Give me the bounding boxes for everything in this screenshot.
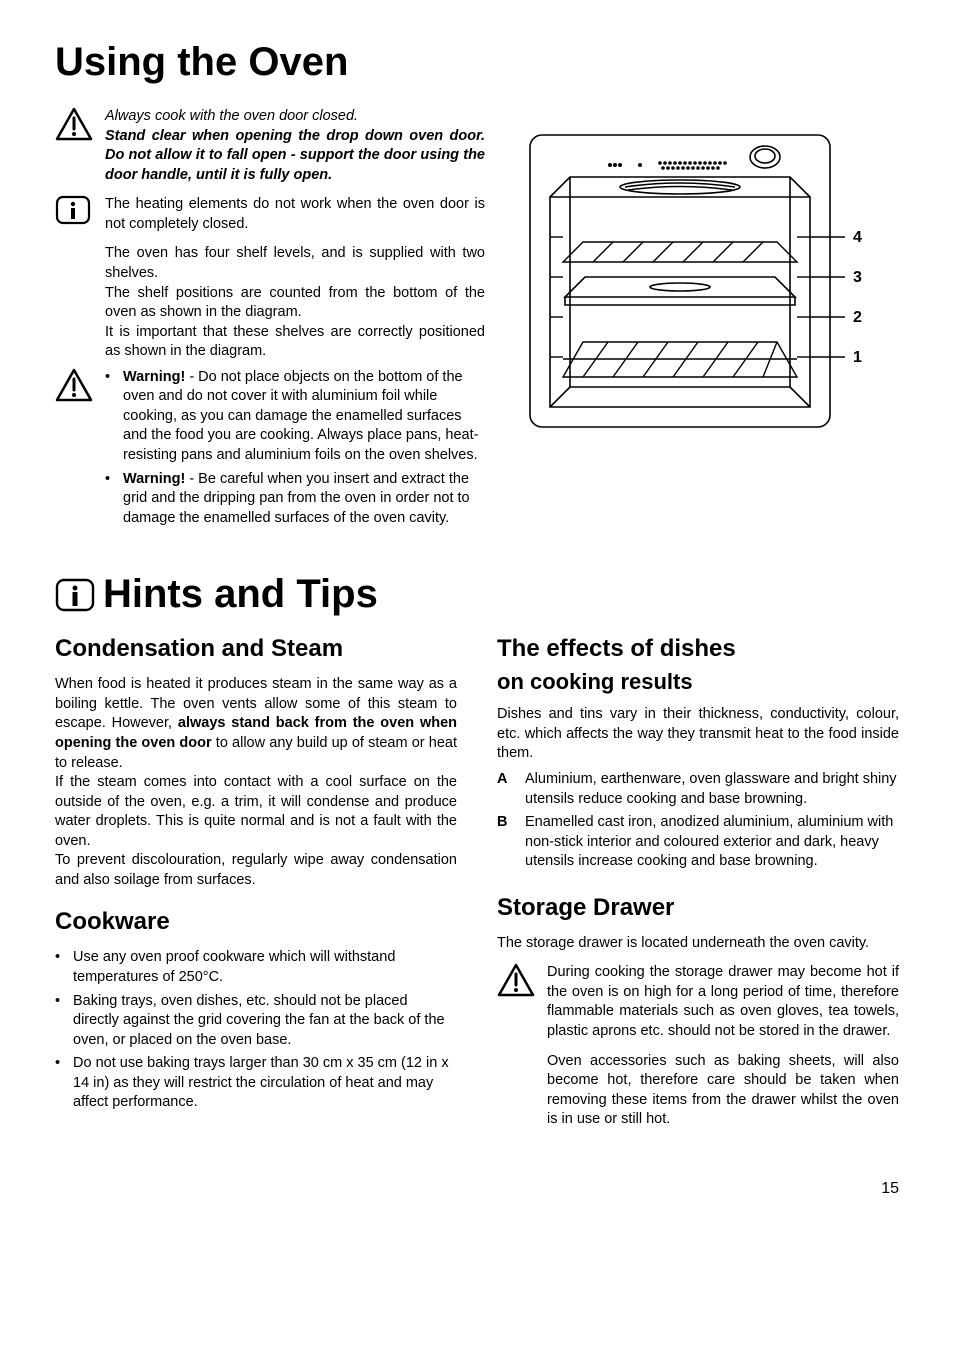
shelf-label-3: 3 xyxy=(853,269,862,286)
warn-intro: Always cook with the oven door closed. xyxy=(105,108,358,124)
info-p1: The heating elements do not work when th… xyxy=(105,196,485,232)
info-icon xyxy=(55,195,95,225)
warn-label: Warning! xyxy=(123,471,185,487)
page-title: Using the Oven xyxy=(55,40,899,85)
effects-text: Enamelled cast iron, anodized aluminium,… xyxy=(525,813,899,872)
warn-body: Stand clear when opening the drop down o… xyxy=(105,128,485,183)
effects-item: BEnamelled cast iron, anodized aluminium… xyxy=(497,813,899,872)
condensation-p: To prevent discolouration, regularly wip… xyxy=(55,851,457,890)
warning-icon xyxy=(497,963,537,997)
info-p2: The oven has four shelf levels, and is s… xyxy=(105,244,485,283)
cookware-bullet: Use any oven proof cookware which will w… xyxy=(55,948,457,987)
shelf-label-4: 4 xyxy=(853,229,862,246)
shelf-label-1: 1 xyxy=(853,349,862,366)
cookware-bullet: Baking trays, oven dishes, etc. should n… xyxy=(55,992,457,1051)
warn-bullet: Warning! - Do not place objects on the b… xyxy=(105,368,485,466)
hints-title: Hints and Tips xyxy=(55,572,899,617)
page-number: 15 xyxy=(55,1180,899,1198)
storage-p: The storage drawer is located underneath… xyxy=(497,934,899,954)
storage-warn: During cooking the storage drawer may be… xyxy=(547,963,899,1041)
warning-icon xyxy=(55,107,95,141)
condensation-p: When food is heated it produces steam in… xyxy=(55,675,457,773)
label-a: A xyxy=(497,770,515,809)
oven-diagram: 4 3 2 1 xyxy=(515,127,899,542)
storage-warn: Oven accessories such as baking sheets, … xyxy=(547,1052,899,1130)
warn-label: Warning! xyxy=(123,369,185,385)
info-p3: The shelf positions are counted from the… xyxy=(105,284,485,323)
effects-item: A Aluminium, earthenware, oven glassware … xyxy=(497,770,899,809)
warn-bullet: Warning! - Be careful when you insert an… xyxy=(105,470,485,529)
condensation-p: If the steam comes into contact with a c… xyxy=(55,773,457,851)
condensation-heading: Condensation and Steam xyxy=(55,635,457,663)
label-b: B xyxy=(497,813,515,872)
info-icon xyxy=(55,578,95,612)
shelf-label-2: 2 xyxy=(853,309,862,326)
effects-p: Dishes and tins vary in their thickness,… xyxy=(497,705,899,764)
hints-title-text: Hints and Tips xyxy=(103,572,378,617)
effects-text: Aluminium, earthenware, oven glassware a… xyxy=(525,770,899,809)
effects-subheading: on cooking results xyxy=(497,669,899,695)
cookware-heading: Cookware xyxy=(55,908,457,936)
storage-heading: Storage Drawer xyxy=(497,894,899,922)
cookware-bullet: Do not use baking trays larger than 30 c… xyxy=(55,1054,457,1113)
info-p4: It is important that these shelves are c… xyxy=(105,323,485,362)
effects-heading: The effects of dishes xyxy=(497,635,899,663)
warning-icon xyxy=(55,368,95,402)
